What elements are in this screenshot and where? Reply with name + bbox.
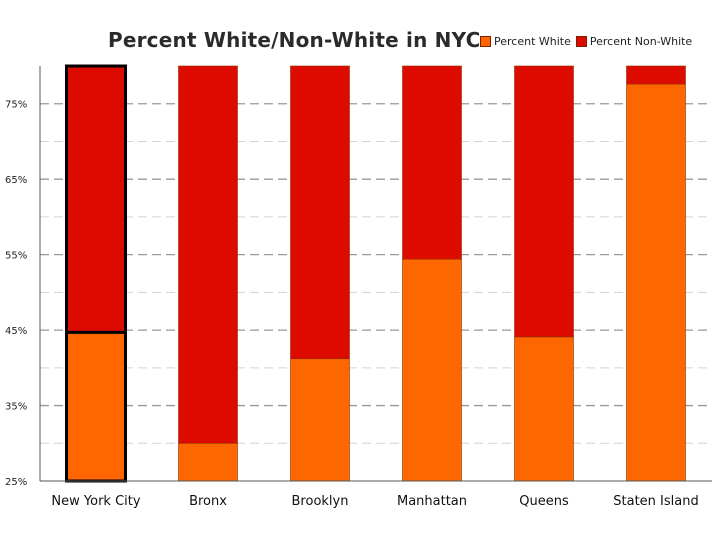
legend-label-white: Percent White bbox=[494, 35, 571, 48]
bar-white bbox=[402, 258, 462, 482]
bar-white bbox=[66, 332, 126, 482]
y-tick-label: 25% bbox=[5, 477, 27, 488]
chart-legend: Percent White Percent Non-White bbox=[480, 35, 697, 48]
legend-item-nonwhite: Percent Non-White bbox=[575, 35, 693, 48]
y-tick-label: 65% bbox=[5, 175, 27, 186]
x-tick-label: Brooklyn bbox=[292, 494, 349, 509]
bar-white bbox=[178, 442, 238, 482]
x-tick-label: Staten Island bbox=[613, 494, 698, 509]
y-tick-label: 35% bbox=[5, 402, 27, 413]
x-tick-label: New York City bbox=[51, 494, 140, 509]
x-tick-label: Manhattan bbox=[397, 494, 467, 509]
legend-swatch-white bbox=[480, 36, 491, 47]
bar-non-white bbox=[178, 65, 238, 444]
chart-title: Percent White/Non-White in NYC bbox=[108, 28, 481, 52]
bar-non-white bbox=[514, 65, 574, 338]
y-tick-label: 75% bbox=[5, 100, 27, 111]
legend-swatch-nonwhite bbox=[575, 36, 587, 47]
bar-white bbox=[626, 83, 686, 482]
bar-non-white bbox=[626, 65, 686, 85]
legend-label-nonwhite: Percent Non-White bbox=[589, 35, 693, 48]
x-tick-label: Bronx bbox=[189, 494, 227, 509]
bar-white bbox=[514, 336, 574, 482]
x-tick-label: Queens bbox=[519, 494, 569, 509]
y-tick-label: 55% bbox=[5, 251, 27, 262]
bar-non-white bbox=[66, 65, 126, 333]
legend-item-white: Percent White bbox=[480, 35, 571, 48]
bar-non-white bbox=[290, 65, 350, 360]
bar-non-white bbox=[402, 65, 462, 260]
bar-white bbox=[290, 358, 350, 482]
y-tick-label: 45% bbox=[5, 326, 27, 337]
